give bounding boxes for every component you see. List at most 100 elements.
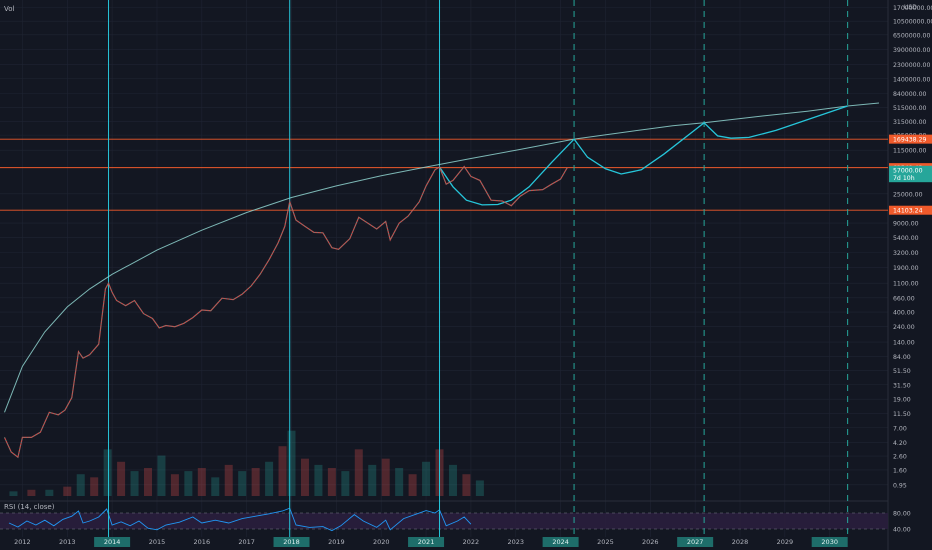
price-label: 169438.29 <box>893 136 927 143</box>
volume-bar <box>475 480 484 496</box>
time-axis[interactable]: 2012 2013 2014 2015 2016 2017 2018 2019 2020 2021… <box>14 537 848 547</box>
y-tick-label: 25000.00 <box>893 191 923 198</box>
rsi-tick-label: 80.00 <box>893 511 911 518</box>
x-tick-label: 2024 <box>552 538 569 546</box>
y-tick-label: 400.00 <box>893 310 915 317</box>
price-label-box <box>889 205 932 215</box>
y-tick-label: 51.50 <box>893 368 911 375</box>
series-layer <box>3 102 880 459</box>
price-label: 14103.24 <box>893 208 923 215</box>
volume-bar <box>224 464 233 496</box>
y-tick-label: 315000.00 <box>893 119 927 126</box>
y-tick-label: 3900000.00 <box>893 47 930 54</box>
y-tick-label: 515000.00 <box>893 105 927 112</box>
volume-bar <box>45 489 54 496</box>
volume-bar <box>9 491 18 496</box>
y-tick-label: 11.50 <box>893 411 911 418</box>
volume-bar <box>265 461 274 496</box>
y-tick-label: 115000.00 <box>893 148 927 155</box>
x-tick-label: 2015 <box>149 538 166 546</box>
x-tick-label: 2025 <box>597 538 614 546</box>
y-tick-label: 1.60 <box>893 467 907 474</box>
y-tick-label: 10500000.00 <box>893 19 932 26</box>
grid <box>0 0 889 550</box>
volume-bar <box>144 468 152 496</box>
volume-bar <box>238 471 247 496</box>
y-tick-label: 19.00 <box>893 397 911 404</box>
x-tick-label: 2020 <box>373 538 390 546</box>
volume-bar <box>130 471 139 496</box>
volume-bar <box>278 446 287 496</box>
rsi-line <box>8 507 472 532</box>
cycle-vertical-lines[interactable] <box>108 0 849 537</box>
y-tick-label: 840000.00 <box>893 91 927 98</box>
y-tick-label: 17000000.00 <box>893 5 932 12</box>
projection-line <box>438 105 848 206</box>
volume-bar <box>408 474 417 496</box>
volume-bar <box>211 477 220 496</box>
rsi-tick-label: 40.00 <box>893 527 911 534</box>
y-tick-label: 0.95 <box>893 482 907 489</box>
rsi-pane: 80.00 40.00 <box>0 507 911 534</box>
x-tick-label: 2029 <box>777 538 794 546</box>
y-tick-label: 1400000.00 <box>893 76 930 83</box>
horizontal-levels[interactable] <box>0 138 888 211</box>
price-line <box>3 165 568 459</box>
y-tick-label: 7.00 <box>893 425 907 432</box>
volume-bar <box>27 489 36 496</box>
y-tick-label: 31.50 <box>893 382 911 389</box>
volume-bar <box>90 477 99 496</box>
volume-bar <box>197 468 206 496</box>
x-tick-label: 2018 <box>283 538 300 546</box>
price-axis[interactable]: 17000000.00 10500000.00 6500000.00 3900000.… <box>893 5 932 489</box>
power-curve-line <box>4 102 880 413</box>
x-tick-label: 2012 <box>14 538 31 546</box>
y-tick-label: 6500000.00 <box>893 32 930 39</box>
x-tick-label: 2014 <box>104 538 121 546</box>
volume-bar <box>327 468 336 496</box>
y-tick-label: 4.20 <box>893 440 907 447</box>
volume-bar <box>76 474 85 496</box>
y-tick-label: 2300000.00 <box>893 62 930 69</box>
x-tick-label: 2017 <box>238 538 255 546</box>
x-tick-label: 2030 <box>821 538 838 546</box>
x-tick-highlight <box>408 537 445 547</box>
price-label-box <box>889 134 932 144</box>
x-tick-highlight <box>811 537 848 547</box>
y-tick-label: 140.00 <box>893 340 915 347</box>
x-tick-label: 2021 <box>418 538 435 546</box>
y-tick-label: 3200.00 <box>893 250 919 257</box>
volume-bar <box>251 468 260 496</box>
volume-label: Vol <box>4 5 15 13</box>
y-tick-label: 5400.00 <box>893 235 919 242</box>
volume-bar <box>381 458 390 496</box>
x-tick-label: 2016 <box>194 538 211 546</box>
y-tick-label: 84.00 <box>893 354 911 361</box>
volume-bar <box>341 471 350 496</box>
rsi-label: RSI (14, close) <box>4 503 55 511</box>
y-tick-label: 660.00 <box>893 295 915 302</box>
x-tick-label: 2022 <box>463 538 480 546</box>
volume-bar <box>170 474 179 496</box>
x-tick-label: 2027 <box>687 538 704 546</box>
y-tick-label: 1900.00 <box>893 265 919 272</box>
price-label: 7d 10h <box>893 175 915 182</box>
currency-label: USD <box>904 4 917 11</box>
volume-bar <box>300 458 309 496</box>
x-tick-label: 2013 <box>59 538 76 546</box>
volume-bar <box>354 449 363 496</box>
volume-bar <box>103 449 112 496</box>
x-tick-highlight <box>273 537 310 547</box>
volume-bar <box>368 464 377 496</box>
x-tick-label: 2023 <box>507 538 524 546</box>
price-label-box <box>889 173 932 183</box>
x-tick-highlight <box>542 537 579 547</box>
volume-bar <box>448 464 457 496</box>
y-tick-label: 1100.00 <box>893 281 919 288</box>
volume-bar <box>395 468 404 496</box>
volume-bar <box>287 430 296 496</box>
volume-bar <box>63 486 72 496</box>
price-label: 57000.00 <box>893 168 923 175</box>
